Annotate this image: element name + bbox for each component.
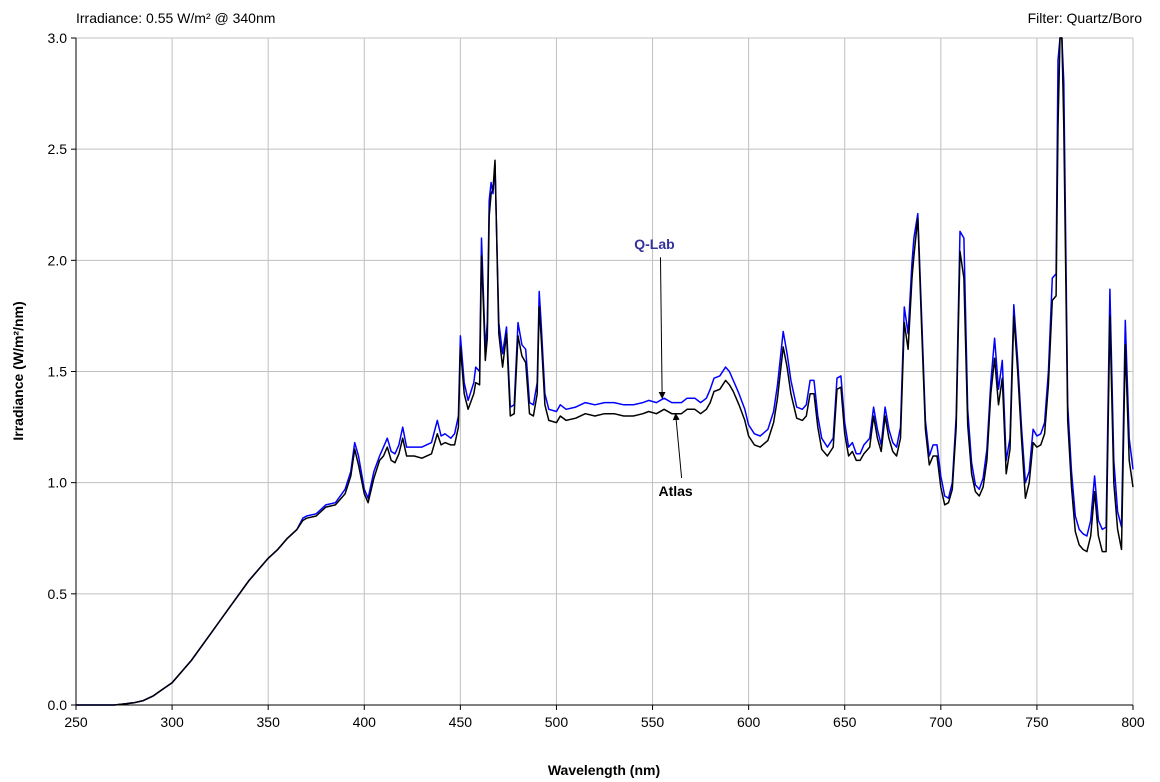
x-tick-label: 350 <box>257 714 281 730</box>
x-tick-label: 700 <box>929 714 953 730</box>
irradiance-note: Irradiance: 0.55 W/m² @ 340nm <box>76 10 276 26</box>
series-group <box>76 37 1134 706</box>
x-axis-label: Wavelength (nm) <box>548 762 660 778</box>
x-tick-label: 250 <box>64 714 88 730</box>
annotations: Q-Lab Atlas <box>634 236 693 499</box>
x-tick-label: 600 <box>737 714 761 730</box>
x-tick-label: 650 <box>833 714 857 730</box>
grid <box>76 37 1134 705</box>
x-tick-label: 300 <box>160 714 184 730</box>
y-tick-label: 2.0 <box>48 252 68 268</box>
x-tick-label: 400 <box>353 714 377 730</box>
y-tick-label: 0.0 <box>48 697 68 713</box>
x-tick-label: 750 <box>1025 714 1049 730</box>
y-tick-label: 2.5 <box>48 141 68 157</box>
y-tick-label: 3.0 <box>48 30 68 46</box>
y-tick-label: 1.5 <box>48 364 68 380</box>
annotation-label-atlas: Atlas <box>658 483 692 499</box>
annotation-arrow-q-lab <box>658 257 666 399</box>
x-tick-label: 550 <box>641 714 665 730</box>
filter-note: Filter: Quartz/Boro <box>1027 10 1142 26</box>
y-tick-label: 0.5 <box>48 586 68 602</box>
y-axis-label: Irradiance (W/m²/nm) <box>10 301 26 440</box>
x-tick-label: 800 <box>1121 714 1145 730</box>
annotation-label-q-lab: Q-Lab <box>634 236 674 252</box>
series-line-atlas <box>76 37 1134 706</box>
annotation-arrow-atlas <box>672 413 683 479</box>
y-axis-ticks: 0.0 0.5 1.0 1.5 2.0 2.5 3.0 <box>48 30 76 713</box>
y-tick-label: 1.0 <box>48 475 68 491</box>
x-tick-label: 450 <box>449 714 473 730</box>
x-axis-ticks: 250 300 350 400 450 500 550 600 650 700 750 800 <box>64 705 1145 730</box>
x-tick-label: 500 <box>545 714 569 730</box>
